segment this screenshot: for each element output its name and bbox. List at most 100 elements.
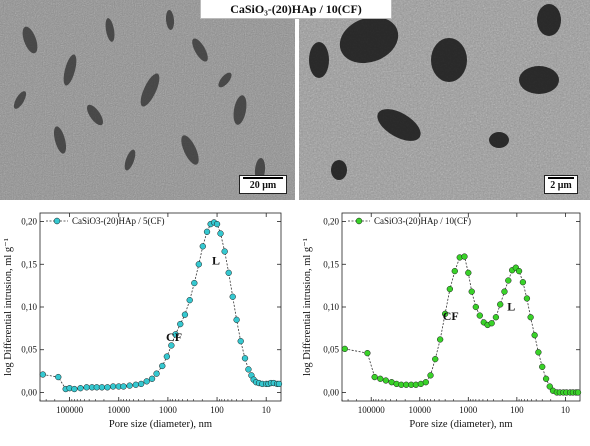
data-point [574,389,582,396]
data-point [213,220,221,228]
data-point [172,331,179,338]
data-point [468,288,475,295]
y-tick-label: 0,10 [323,302,339,312]
data-point [492,314,500,321]
y-tick-label: 0,15 [323,259,339,269]
data-point [245,366,252,373]
data-point [229,293,236,300]
data-point [39,371,47,378]
y-tick-label: 0,20 [323,217,339,227]
x-tick-label: 1000 [159,405,178,415]
x-tick-label: 10000 [409,405,432,415]
y-tick-label: 0,00 [21,387,37,397]
data-point [186,297,193,304]
data-point [153,370,160,377]
data-point [199,243,206,250]
sem-texture-right [299,0,590,200]
data-point [422,379,429,386]
data-point [476,312,483,319]
data-point [531,332,538,339]
data-point [275,380,283,388]
x-axis-title: Pore size (diameter), nm [109,419,212,430]
plot-frame [39,212,282,402]
data-point [98,384,106,391]
data-point [465,269,472,276]
pore-size-chart-left: 0,00 0,05 0,10 0,15 0,20 100000 10000 1000 100 10… [0,205,295,446]
data-point [501,288,508,295]
chart-svg-right: 0,00 0,05 0,10 0,15 0,20 100000 10000 1000 100 10… [302,212,582,430]
scale-bar-line [548,177,574,179]
data-point [217,230,224,237]
data-point [437,336,444,343]
annotation-label: L [212,253,220,267]
data-point [104,384,111,391]
pore-size-chart-right: 0,00 0,05 0,10 0,15 0,20 100000 10000 1000 100 10… [297,205,590,446]
x-tick-label: 10000 [107,405,130,415]
data-point [177,320,184,328]
x-tick-label: 100 [510,405,524,415]
data-point [488,320,495,327]
data-point [535,349,542,356]
data-point [432,355,439,363]
legend-marker [355,217,363,225]
y-axis-title: log Differential intrusion, ml g⁻¹ [302,238,313,376]
legend-label: CaSiO3-(20)HAp / 5(CF) [72,216,165,226]
sem-texture-left [0,0,295,200]
y-tick-label: 0,00 [323,387,339,397]
y-tick-label: 0,15 [21,259,37,269]
scale-bar-right: 2 μm [544,175,578,194]
data-point [451,267,458,275]
data-point [523,295,531,302]
y-tick-label: 0,20 [21,217,37,227]
chart-svg-left: 0,00 0,05 0,10 0,15 0,20 100000 10000 1000 100 10… [3,212,283,430]
x-tick-label: 100 [210,405,224,415]
sem-micrograph-left: 20 μm [0,0,295,200]
figure-title: CaSiO₃-(20)HAp / 10(CF) [200,0,392,19]
data-point [382,377,389,384]
x-tick-label: 10 [262,405,272,415]
data-point [109,383,117,390]
x-tick-label: 100000 [56,405,84,415]
x-tick-label: 10 [561,405,571,415]
data-point [527,314,534,321]
x-axis-title: Pore size (diameter), nm [409,419,512,430]
data-point [341,345,348,353]
data-point [539,363,546,370]
data-point [225,269,232,276]
data-point [143,378,150,385]
data-point [237,338,244,345]
legend-marker [53,217,61,225]
data-point [377,375,384,382]
y-tick-label: 0,10 [21,302,37,312]
data-point [497,301,504,308]
y-tick-label: 0,05 [323,345,339,355]
data-point [241,355,249,362]
scale-bar-label: 2 μm [550,180,572,191]
x-tick-label: 100000 [358,405,386,415]
annotation-label: CF [443,309,459,323]
data-point [505,277,512,284]
y-axis-title: log Differential intrusion, ml g⁻¹ [3,238,14,376]
data-point [71,385,78,393]
data-point [159,362,166,370]
sem-micrograph-right: 2 μm [299,0,590,200]
annotation-label: CF [166,330,182,344]
data-point [77,385,84,392]
data-point [542,375,550,382]
data-point [441,310,449,317]
data-point [126,382,133,389]
data-point [55,373,62,381]
data-point [83,384,90,391]
data-point [461,253,468,260]
data-point [120,383,127,390]
scale-bar-left: 20 μm [239,175,287,194]
scale-bar-label: 20 μm [249,180,277,191]
data-point [446,285,454,293]
scale-bar-line [243,177,283,179]
data-point [519,279,527,286]
data-point [364,349,371,357]
data-point [221,248,228,255]
data-point [138,380,145,388]
data-point [132,381,139,388]
data-point [203,228,211,235]
